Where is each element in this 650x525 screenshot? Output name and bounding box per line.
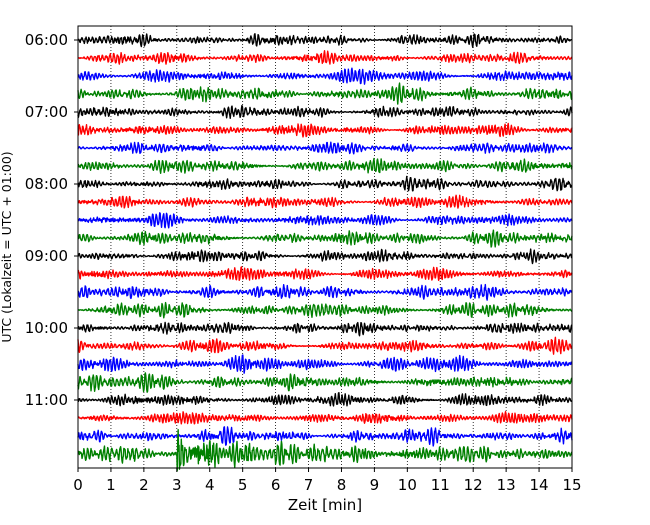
x-tick-label: 5 <box>238 476 248 494</box>
trace-line <box>77 321 573 337</box>
x-tick-label: 4 <box>205 476 215 494</box>
y-axis-ticks: 06:00 07:00 08:00 09:00 10:00 11:00 <box>25 31 78 409</box>
trace-line <box>77 229 573 248</box>
x-tick-label: 10 <box>398 476 417 494</box>
trace-line <box>77 248 573 265</box>
trace-line <box>77 175 573 192</box>
x-tick-label: 3 <box>172 476 182 494</box>
trace-line <box>77 212 573 229</box>
trace-line <box>77 429 573 472</box>
trace-line <box>77 104 573 119</box>
y-tick-label: 11:00 <box>25 391 68 409</box>
y-tick-label: 08:00 <box>25 175 68 193</box>
trace-line <box>77 283 573 301</box>
y-axis-label: UTC (Lokalzeit = UTC + 01:00) <box>0 151 14 342</box>
y-tick-label: 07:00 <box>25 103 68 121</box>
x-tick-label: 1 <box>106 476 116 494</box>
trace-line <box>77 266 573 282</box>
x-tick-label: 0 <box>73 476 83 494</box>
y-tick-label: 09:00 <box>25 247 68 265</box>
trace-line <box>77 50 573 65</box>
plot-frame <box>77 25 573 469</box>
trace-line <box>77 336 573 355</box>
x-tick-label: 14 <box>530 476 549 494</box>
x-tick-label: 8 <box>337 476 347 494</box>
seismic-traces <box>77 33 573 472</box>
trace-line <box>77 391 573 407</box>
x-tick-label: 9 <box>370 476 380 494</box>
x-axis-label: Zeit [min] <box>288 496 362 514</box>
x-tick-label: 11 <box>431 476 450 494</box>
trace-line <box>77 82 573 105</box>
x-tick-label: 6 <box>271 476 281 494</box>
trace-line <box>77 411 573 425</box>
x-axis-ticks: 0 1 2 3 4 5 6 7 8 9 10 11 12 13 14 15 <box>73 468 582 494</box>
x-tick-label: 12 <box>464 476 483 494</box>
trace-line <box>77 122 573 138</box>
trace-line <box>77 194 573 209</box>
x-tick-label: 13 <box>497 476 516 494</box>
trace-line <box>77 67 573 85</box>
y-tick-label: 10:00 <box>25 319 68 337</box>
trace-line <box>77 33 573 49</box>
trace-line <box>77 426 573 447</box>
trace-line <box>77 141 573 155</box>
y-tick-label: 06:00 <box>25 31 68 49</box>
trace-line <box>77 301 573 319</box>
x-tick-label: 2 <box>139 476 149 494</box>
x-tick-label: 7 <box>304 476 314 494</box>
trace-line <box>77 157 573 174</box>
x-tick-label: 15 <box>562 476 581 494</box>
trace-line <box>77 372 573 393</box>
trace-line <box>77 354 573 374</box>
